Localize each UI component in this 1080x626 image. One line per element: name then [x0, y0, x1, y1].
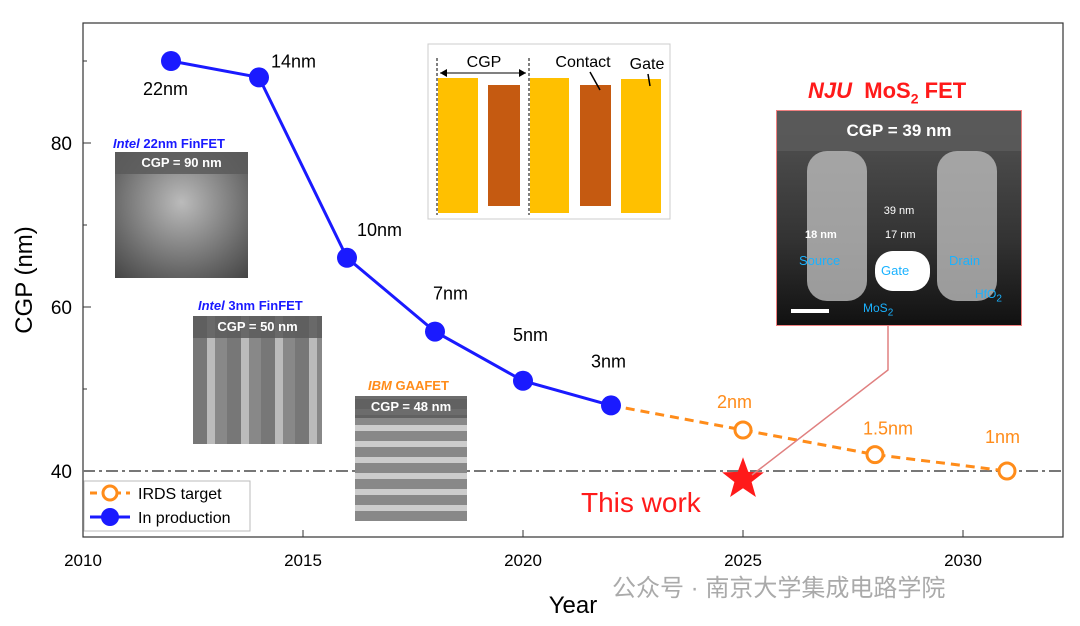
- node-label: 1.5nm: [863, 419, 913, 439]
- legend-production-label: In production: [138, 510, 231, 527]
- x-tick-label: 2010: [64, 551, 102, 570]
- x-tick-label: 2030: [944, 551, 982, 570]
- irds-point: [733, 420, 753, 440]
- nju-sem-image: CGP = 39 nm 39 nm 18 nm 17 nm Source Gat…: [776, 110, 1022, 326]
- production-point: [513, 370, 533, 391]
- production-point: [601, 395, 621, 416]
- watermark: 公众号 · 南京大学集成电路学院: [612, 575, 946, 602]
- legend: IRDS target In production: [83, 480, 251, 532]
- x-tick-label: 2025: [724, 551, 762, 570]
- cgp-schematic: CGP Contact Gate: [427, 43, 671, 220]
- production-point: [337, 247, 357, 268]
- node-label: 3nm: [591, 351, 626, 371]
- legend-irds-marker: [101, 484, 119, 502]
- intel3-sem-image: CGP = 50 nm: [193, 316, 322, 444]
- this-work-star: [722, 457, 764, 497]
- legend-irds-label: IRDS target: [138, 486, 222, 503]
- schematic-contact-label: Contact: [555, 54, 611, 71]
- y-tick-label: 80: [51, 134, 72, 155]
- node-label: 14nm: [271, 51, 316, 71]
- y-tick-label: 40: [51, 462, 72, 483]
- legend-production-marker: [101, 508, 119, 526]
- x-axis-label: Year: [549, 592, 598, 619]
- nju-title: NJU MoS2 FET: [808, 78, 967, 107]
- production-point: [425, 321, 445, 342]
- schematic-gate-label: Gate: [630, 56, 665, 73]
- y-axis-label: CGP (nm): [11, 226, 38, 334]
- irds-point: [997, 461, 1017, 481]
- production-point: [249, 67, 269, 88]
- production-line: [170, 59, 612, 407]
- irds-line: [610, 403, 1008, 473]
- node-label: 5nm: [513, 325, 548, 345]
- node-label: 1nm: [985, 427, 1020, 447]
- intel22-sem-image: CGP = 90 nm: [115, 152, 248, 278]
- irds-point: [865, 445, 885, 465]
- ibm-sem-image: CGP = 48 nm: [355, 396, 467, 521]
- plot-frame: [82, 22, 1064, 538]
- nju-connector-line: [751, 325, 889, 476]
- intel3-title: Intel 3nm FinFET: [198, 298, 303, 313]
- x-tick-label: 2020: [504, 551, 542, 570]
- production-point: [161, 51, 181, 71]
- node-label: 7nm: [433, 284, 468, 304]
- schematic-cgp-label: CGP: [467, 54, 502, 71]
- y-tick-label: 60: [51, 298, 72, 319]
- node-label: 22nm: [143, 79, 188, 99]
- x-tick-label: 2015: [284, 551, 322, 570]
- node-label: 2nm: [717, 392, 752, 412]
- intel22-title: Intel 22nm FinFET: [113, 136, 225, 151]
- this-work-label: This work: [581, 487, 702, 518]
- node-label: 10nm: [357, 220, 402, 240]
- ibm-title: IBM GAAFET: [368, 378, 449, 393]
